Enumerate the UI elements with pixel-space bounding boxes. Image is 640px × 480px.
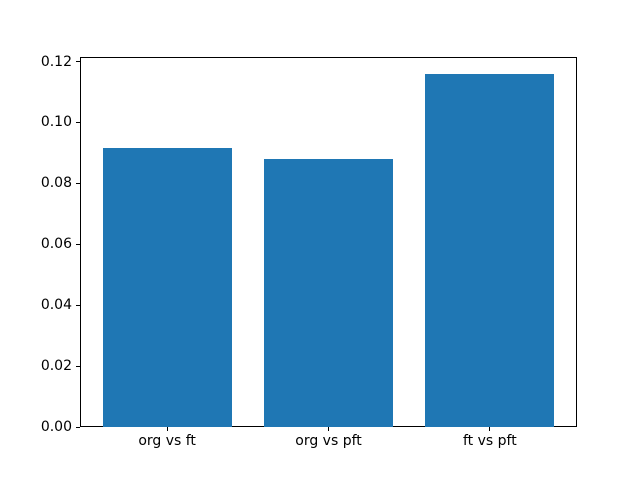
y-axis-tick <box>76 304 80 306</box>
x-axis-tick <box>328 427 329 431</box>
x-tick-label: org vs pft <box>295 433 362 449</box>
plot-area: 0.00 0.02 0.04 0.06 0.08 0.10 0.12 org vs ft org… <box>41 55 577 449</box>
y-tick-label: 0.04 <box>40 297 72 314</box>
y-tick-label: 0.12 <box>40 53 72 70</box>
y-tick-label: 0.06 <box>40 236 72 253</box>
y-tick-label: 0.08 <box>40 175 72 192</box>
y-axis-tick <box>76 121 80 123</box>
bar-org-vs-ft <box>102 147 232 427</box>
bar-org-vs-pft <box>263 159 394 427</box>
y-axis-tick <box>76 182 80 184</box>
y-axis-tick <box>76 426 80 428</box>
y-axis-tick <box>76 61 80 63</box>
y-tick-label: 0.02 <box>40 358 72 375</box>
y-tick-label: 0.10 <box>40 114 72 131</box>
x-axis-tick <box>489 427 491 431</box>
y-axis-tick <box>76 243 80 245</box>
x-tick-label: ft vs pft <box>463 433 517 449</box>
bar-ft-vs-pft <box>425 73 555 427</box>
y-tick-label: 0.00 <box>40 419 72 435</box>
x-tick-label: org vs ft <box>138 433 196 449</box>
x-axis-tick <box>166 427 168 431</box>
y-axis-tick <box>76 365 80 367</box>
